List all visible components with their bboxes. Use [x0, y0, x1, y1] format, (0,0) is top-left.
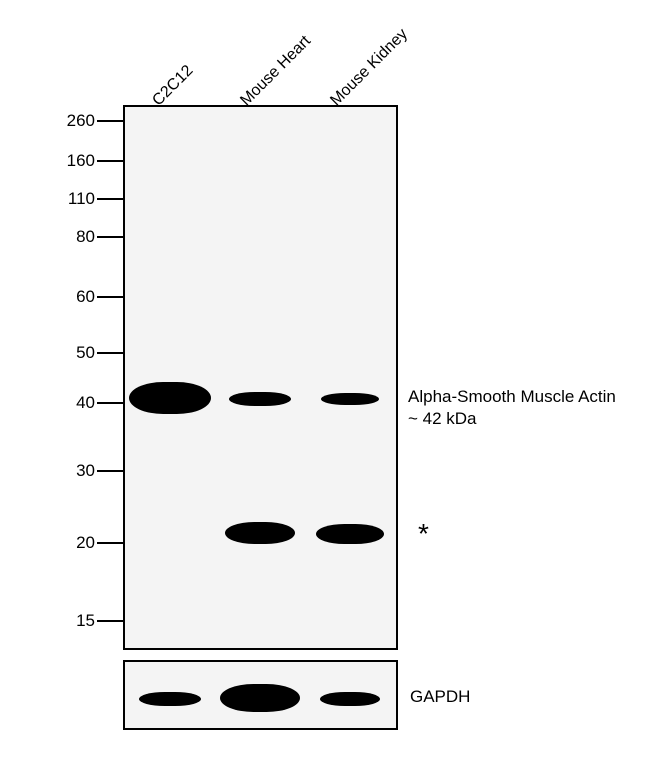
marker-160: 160: [45, 151, 95, 171]
marker-40: 40: [45, 393, 95, 413]
band-target-lane1: [229, 392, 291, 406]
tick-50: [97, 352, 123, 354]
gapdh-annotation: GAPDH: [410, 686, 470, 708]
band-target-lane0: [129, 382, 211, 414]
band-gapdh-lane1: [220, 684, 300, 712]
western-blot-figure: C2C12 Mouse Heart Mouse Kidney 260 160 1…: [0, 0, 650, 760]
tick-40: [97, 402, 123, 404]
tick-20: [97, 542, 123, 544]
tick-80: [97, 236, 123, 238]
tick-30: [97, 470, 123, 472]
band-gapdh-lane2: [320, 692, 380, 706]
tick-15: [97, 620, 123, 622]
main-blot: [123, 105, 398, 650]
marker-15: 15: [45, 611, 95, 631]
band-star-lane2: [316, 524, 384, 544]
lane-label-1: Mouse Heart: [237, 33, 314, 110]
lane-label-2: Mouse Kidney: [327, 26, 411, 110]
marker-50: 50: [45, 343, 95, 363]
marker-30: 30: [45, 461, 95, 481]
asterisk-annotation: *: [418, 518, 429, 550]
marker-60: 60: [45, 287, 95, 307]
target-line1: Alpha-Smooth Muscle Actin: [408, 387, 616, 406]
marker-110: 110: [45, 189, 95, 209]
tick-110: [97, 198, 123, 200]
marker-260: 260: [45, 111, 95, 131]
tick-260: [97, 120, 123, 122]
lane-label-0: C2C12: [149, 62, 197, 110]
marker-20: 20: [45, 533, 95, 553]
marker-80: 80: [45, 227, 95, 247]
target-annotation: Alpha-Smooth Muscle Actin ~ 42 kDa: [408, 386, 616, 430]
band-star-lane1: [225, 522, 295, 544]
band-gapdh-lane0: [139, 692, 201, 706]
band-target-lane2: [321, 393, 379, 405]
target-line2: ~ 42 kDa: [408, 409, 477, 428]
tick-160: [97, 160, 123, 162]
tick-60: [97, 296, 123, 298]
